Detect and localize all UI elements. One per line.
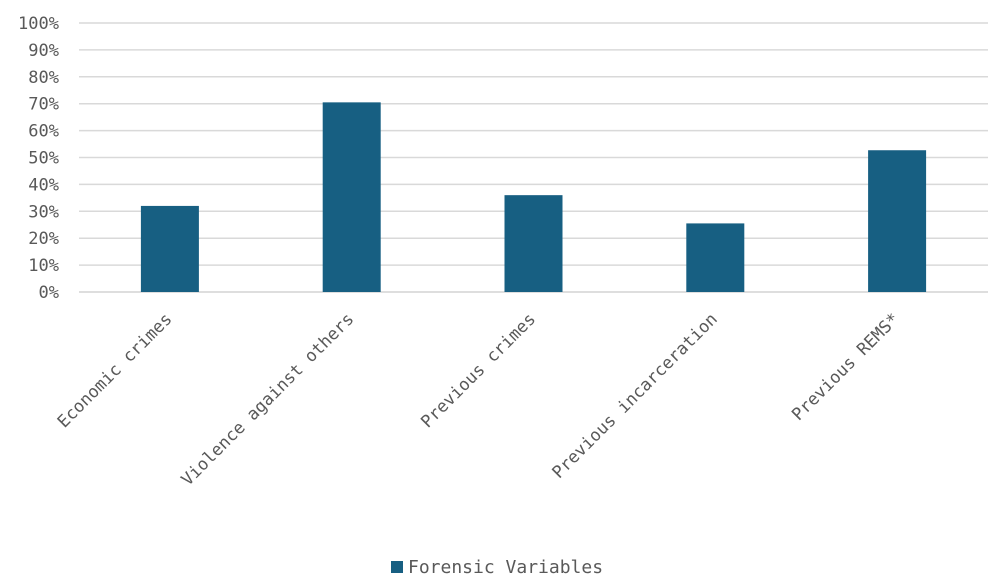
y-axis-tick-labels: 0% 10% 20% 30% 40% 50% 60% 70% 80% 90% 100% xyxy=(18,14,59,303)
bar xyxy=(504,195,563,292)
x-category-label: Previous crimes xyxy=(417,309,540,432)
x-axis-category-labels: Economic crimes Violence against others Pr… xyxy=(54,309,904,490)
y-tick-label: 0% xyxy=(39,283,59,303)
bar xyxy=(140,205,199,292)
y-tick-label: 40% xyxy=(28,175,59,195)
legend-label: Forensic Variables xyxy=(408,557,603,575)
y-tick-label: 30% xyxy=(28,202,59,222)
legend-swatch xyxy=(391,561,403,573)
bar xyxy=(868,150,927,292)
y-tick-label: 10% xyxy=(28,256,59,276)
bar xyxy=(686,223,745,292)
y-tick-label: 60% xyxy=(28,122,59,142)
x-category-label: Previous REMS* xyxy=(788,309,903,424)
y-tick-label: 20% xyxy=(28,229,59,249)
y-tick-label: 50% xyxy=(28,149,59,169)
y-tick-label: 70% xyxy=(28,95,59,115)
bars xyxy=(140,102,927,292)
x-category-label: Violence against others xyxy=(178,309,359,490)
x-category-label: Previous incarceration xyxy=(548,309,721,482)
x-category-label: Economic crimes xyxy=(54,309,177,432)
legend: Forensic Variables xyxy=(391,557,603,578)
y-tick-label: 80% xyxy=(28,68,59,88)
y-tick-label: 90% xyxy=(28,41,59,61)
y-tick-label: 100% xyxy=(18,14,59,34)
bar xyxy=(322,102,381,292)
gridlines xyxy=(79,22,988,293)
